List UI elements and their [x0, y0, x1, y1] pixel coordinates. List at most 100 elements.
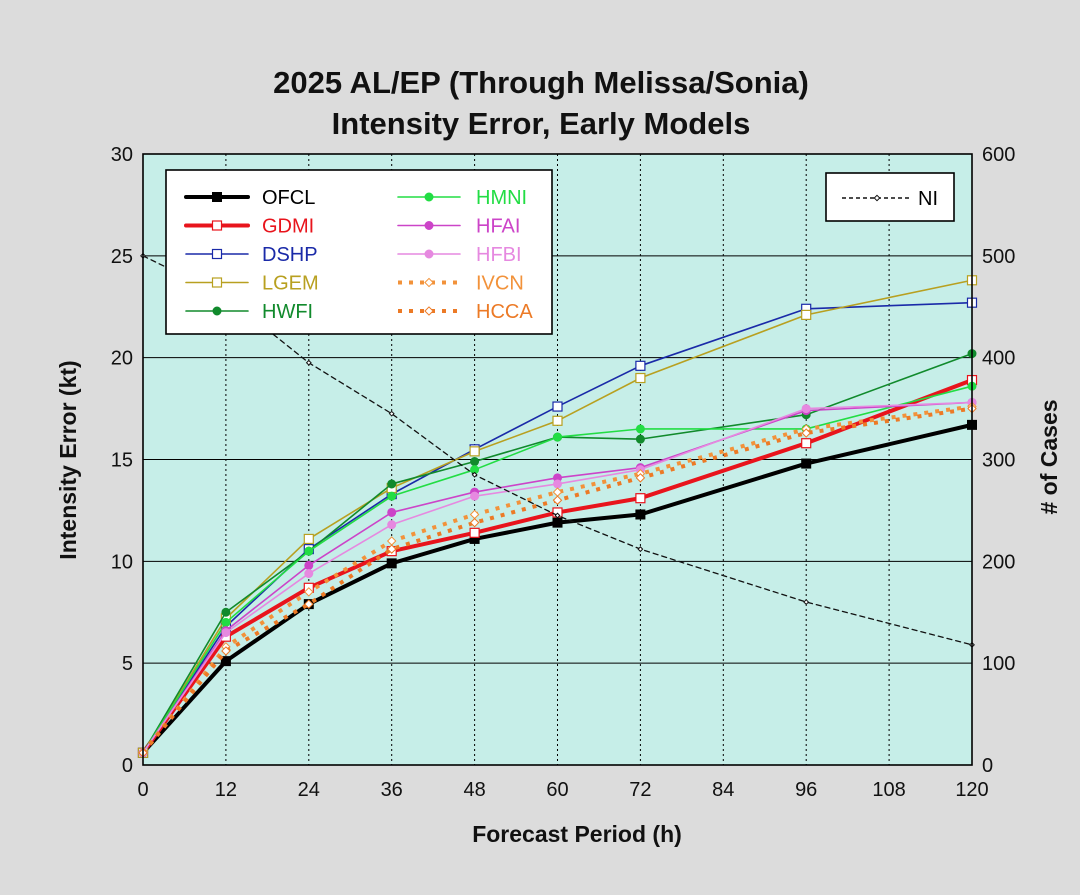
chart-subtitle: Intensity Error, Early Models [332, 106, 751, 141]
data-point [801, 438, 812, 449]
data-point [470, 491, 480, 501]
data-point [303, 533, 314, 545]
y2-tick-label: 100 [982, 653, 1015, 675]
data-point [304, 569, 314, 579]
legend-marker [873, 194, 881, 202]
legend-marker [211, 220, 223, 231]
y2-tick-label: 600 [982, 144, 1015, 166]
x-tick-label: 48 [463, 779, 485, 801]
y2-tick-label: 400 [982, 348, 1015, 370]
x-tick-label: 0 [137, 779, 148, 801]
y-tick-label: 30 [111, 144, 133, 166]
data-point [221, 617, 231, 627]
legend-label: HFAI [476, 216, 520, 238]
legend-label: HFBI [476, 244, 522, 266]
legend-item-lgem: LGEM [185, 273, 319, 295]
data-point [471, 471, 478, 478]
data-point [387, 479, 397, 489]
data-point [552, 401, 563, 412]
data-point [803, 599, 810, 606]
legend-ni-box [825, 172, 955, 222]
data-point [635, 424, 645, 434]
legend-marker [424, 192, 434, 202]
data-point [220, 656, 231, 667]
legend-item-hfai: HFAI [397, 216, 520, 238]
y-axis-label: Intensity Error (kt) [55, 360, 81, 559]
data-point [304, 560, 314, 570]
data-point [387, 491, 397, 501]
data-point [386, 544, 397, 554]
y-tick-label: 0 [122, 755, 133, 777]
legend-item-hfbi: HFBI [397, 244, 522, 266]
data-point [469, 527, 480, 538]
data-point [635, 360, 646, 371]
data-point [635, 493, 646, 504]
data-point [387, 507, 397, 517]
data-point [635, 372, 646, 384]
legend-item-hmni: HMNI [397, 187, 527, 209]
y2-tick-label: 200 [982, 551, 1015, 573]
data-point [469, 517, 480, 528]
x-axis-label: Forecast Period (h) [472, 821, 682, 847]
data-point [470, 457, 480, 467]
legend-label: DSHP [262, 244, 318, 266]
data-point [801, 404, 811, 414]
legend-item-dshp: DSHP [185, 244, 318, 266]
data-point [305, 359, 312, 366]
data-point [637, 546, 644, 553]
legend-label: GDMI [262, 216, 314, 238]
data-point [221, 628, 231, 638]
data-point [388, 410, 395, 417]
x-tick-label: 60 [546, 779, 568, 801]
data-point [801, 428, 811, 438]
y-tick-label: 10 [111, 551, 133, 573]
legend-item-ofcl: OFCL [184, 187, 315, 209]
data-point [386, 558, 397, 569]
data-point [801, 309, 812, 320]
data-point [552, 495, 563, 505]
tick-labels: 0 12 24 36 48 60 72 84 96 108 12005101520253001002… [111, 144, 1016, 801]
legend-item-gdmi: GDMI [184, 216, 314, 238]
y2-tick-label: 300 [982, 450, 1015, 472]
y-tick-label: 20 [111, 348, 133, 370]
data-point [801, 458, 812, 469]
legend-ni: NI [825, 172, 955, 222]
legend-label: NI [918, 188, 938, 210]
legend-marker [424, 306, 434, 316]
legend-item-ni: NI [842, 188, 938, 210]
data-point [304, 587, 314, 597]
plot-frame [142, 153, 973, 766]
data-point [553, 432, 562, 442]
series-layer [137, 252, 978, 758]
legend-item-hwfi: HWFI [185, 301, 313, 323]
legend-label: IVCN [476, 273, 524, 295]
legend-marker [424, 277, 434, 288]
y2-tick-label: 0 [982, 755, 993, 777]
data-point [553, 479, 562, 489]
legend-label: HCCA [476, 301, 533, 323]
data-point [304, 546, 314, 556]
data-point [635, 509, 646, 520]
data-point [469, 446, 480, 457]
series-hfbi [138, 397, 977, 758]
legend-label: OFCL [262, 187, 315, 209]
x-tick-label: 36 [381, 779, 403, 801]
legend-marker [212, 306, 222, 316]
y2-axis-label: # of Cases [1036, 399, 1062, 514]
x-tick-label: 72 [629, 779, 651, 801]
data-point [554, 512, 561, 519]
x-tick-label: 24 [298, 779, 320, 801]
y2-tick-label: 500 [982, 246, 1015, 268]
x-tick-label: 96 [795, 779, 817, 801]
data-point [221, 607, 231, 617]
data-point [552, 517, 563, 528]
data-point [221, 646, 231, 656]
data-point [635, 473, 646, 483]
y-tick-label: 15 [111, 450, 133, 472]
chart-title: 2025 AL/EP (Through Melissa/Sonia) [273, 65, 809, 100]
y-tick-label: 5 [122, 653, 133, 675]
legend-marker [211, 277, 223, 288]
y-tick-label: 25 [111, 246, 133, 268]
legend-marker [424, 221, 434, 230]
legend-item-ivcn: IVCN [398, 273, 524, 295]
